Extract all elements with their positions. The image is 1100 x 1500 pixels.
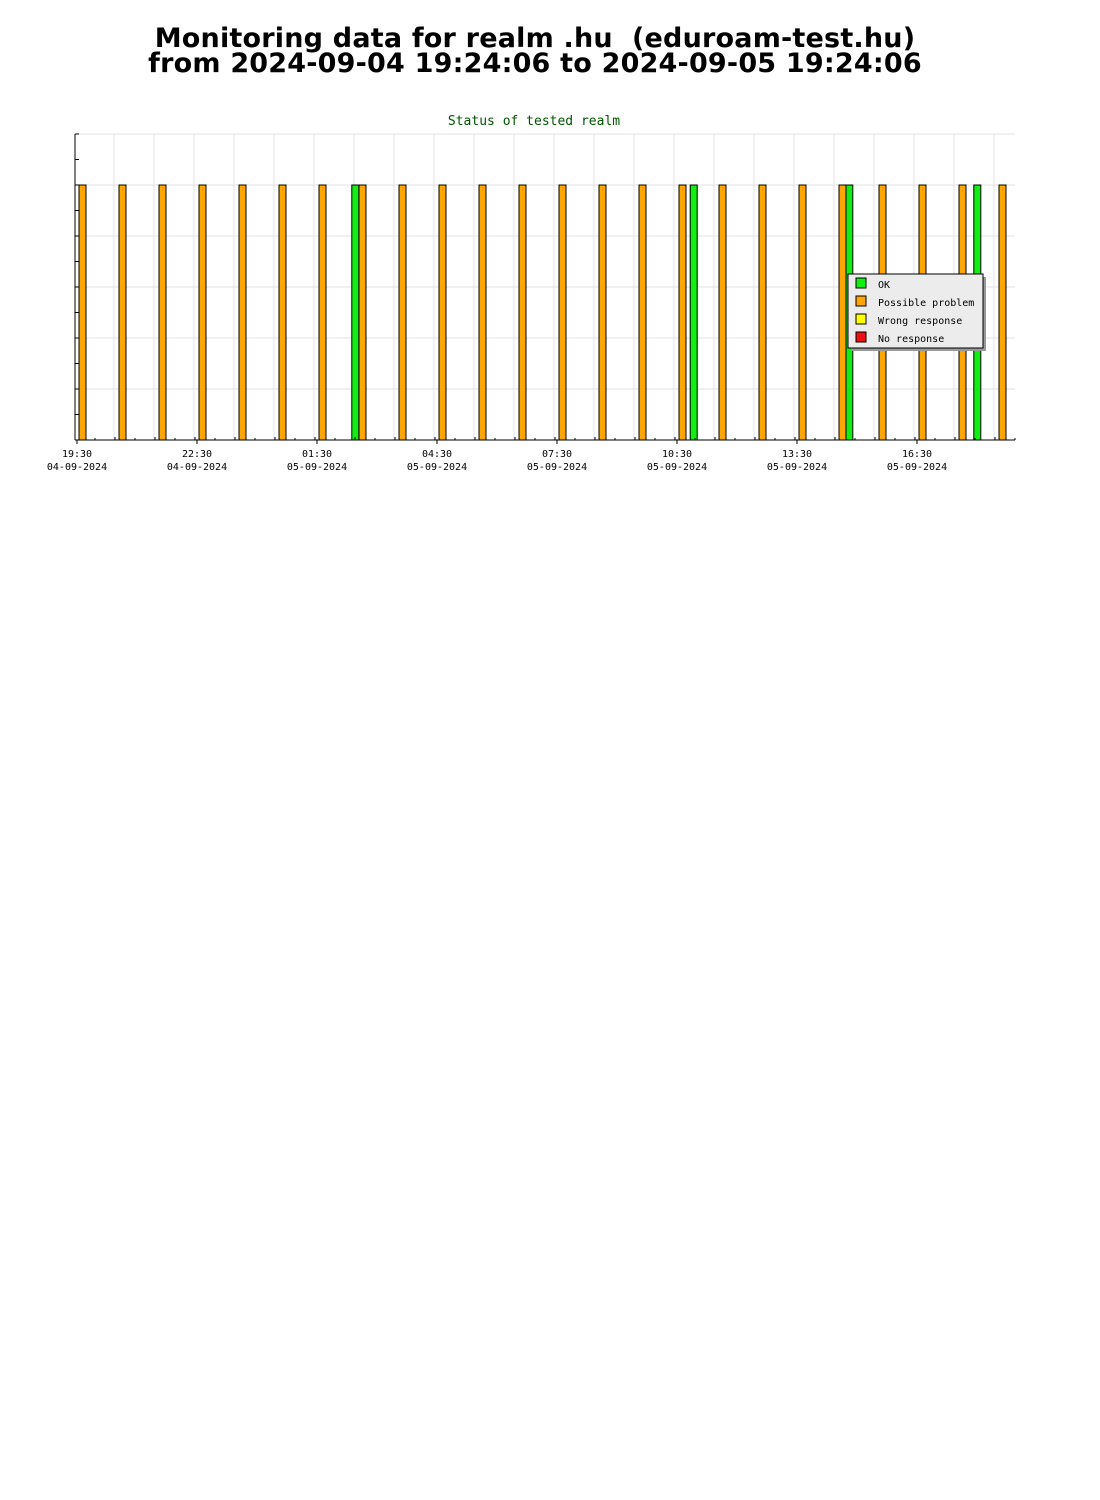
bar-possible-problem xyxy=(718,184,727,441)
bar-possible-problem xyxy=(798,184,807,441)
bar-possible-problem xyxy=(238,184,247,441)
legend-label: No response xyxy=(878,334,944,345)
status-chart-svg: Status of tested realm 19:30 04-09-2024 22… xyxy=(47,114,1016,473)
bar-possible-problem xyxy=(758,184,767,441)
legend-label: OK xyxy=(878,280,890,291)
x-tick-label-date: 05-09-2024 xyxy=(287,462,347,473)
x-axis-ticks: 19:30 04-09-2024 22:30 04-09-2024 01:30 05-09… xyxy=(47,440,947,473)
legend-swatch xyxy=(855,295,867,307)
legend-swatch xyxy=(855,331,867,343)
x-tick-label-time: 01:30 xyxy=(302,449,332,460)
x-tick-label-time: 22:30 xyxy=(182,449,212,460)
x-tick-label-date: 05-09-2024 xyxy=(647,462,707,473)
x-tick-label-date: 05-09-2024 xyxy=(887,462,947,473)
bar-possible-problem xyxy=(838,184,847,441)
bar-possible-problem xyxy=(318,184,327,441)
x-tick-label-date: 04-09-2024 xyxy=(167,462,227,473)
legend-box xyxy=(847,273,984,349)
bar-possible-problem xyxy=(158,184,167,441)
page-subtitle-date-range: from 2024-09-04 19:24:06 to 2024-09-05 1… xyxy=(148,48,922,79)
chart-legend: OK Possible problem Wrong response No respo… xyxy=(847,273,986,351)
x-tick-label-date: 05-09-2024 xyxy=(767,462,827,473)
bar-possible-problem xyxy=(358,184,367,441)
x-tick-label-time: 07:30 xyxy=(542,449,572,460)
x-tick-label-date: 04-09-2024 xyxy=(47,462,107,473)
bar-possible-problem xyxy=(638,184,647,441)
x-tick-label-date: 05-09-2024 xyxy=(527,462,587,473)
legend-label: Possible problem xyxy=(878,298,974,309)
x-tick-label-time: 10:30 xyxy=(662,449,692,460)
legend-swatch xyxy=(855,277,867,289)
x-tick-label-time: 13:30 xyxy=(782,449,812,460)
bar-possible-problem xyxy=(678,184,687,441)
legend-swatch xyxy=(855,313,867,325)
bar-ok xyxy=(689,184,698,441)
bar-possible-problem xyxy=(478,184,487,441)
bar-possible-problem xyxy=(438,184,447,441)
bar-ok xyxy=(351,184,360,441)
bar-possible-problem xyxy=(998,184,1007,441)
page-title: Monitoring data for realm .hu (eduroam-t… xyxy=(154,23,916,54)
x-tick-label-time: 04:30 xyxy=(422,449,452,460)
legend-label: Wrong response xyxy=(878,316,962,327)
chart-title: Status of tested realm xyxy=(448,114,620,129)
chart-axes xyxy=(74,133,1016,441)
bar-possible-problem xyxy=(118,184,127,441)
bar-possible-problem xyxy=(398,184,407,441)
bar-possible-problem xyxy=(278,184,287,441)
bar-possible-problem xyxy=(78,184,87,441)
bar-possible-problem xyxy=(558,184,567,441)
bar-possible-problem xyxy=(198,184,207,441)
x-tick-label-time: 16:30 xyxy=(902,449,932,460)
bar-possible-problem xyxy=(518,184,527,441)
status-chart: Status of tested realm 19:30 04-09-2024 22… xyxy=(0,100,1100,500)
x-tick-label-time: 19:30 xyxy=(62,449,92,460)
x-tick-label-date: 05-09-2024 xyxy=(407,462,467,473)
bar-possible-problem xyxy=(598,184,607,441)
